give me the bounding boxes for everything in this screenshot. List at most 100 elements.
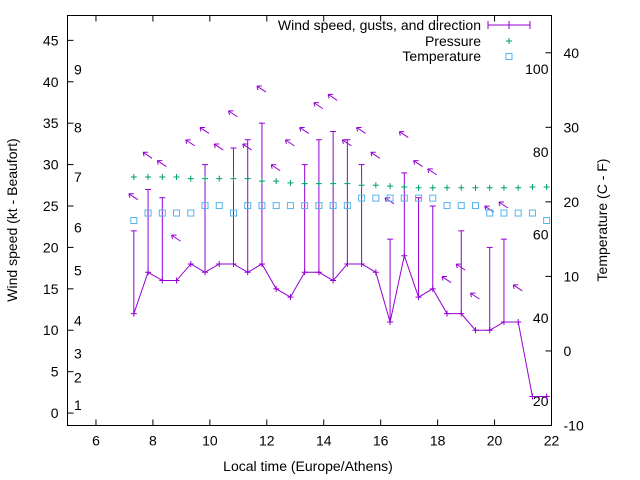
wind-speed-point	[216, 260, 223, 267]
x-axis-label: Local time (Europe/Athens)	[223, 458, 393, 474]
y-right-tick-label: 10	[564, 268, 580, 284]
temperature-point	[286, 202, 294, 210]
wind-speed-point	[372, 269, 379, 276]
pressure-point	[472, 184, 479, 191]
wind-speed-point	[358, 260, 365, 267]
x-tick-labels: 6 8 10 12 14 16 18 20 22	[92, 433, 559, 449]
pressure-point	[145, 174, 152, 181]
wind-speed-point	[429, 285, 436, 292]
y-left-axis-label: Wind speed (kt - Beaufort)	[4, 138, 20, 301]
wind-speed-point	[315, 269, 322, 276]
y-left-tick-label: 40	[43, 74, 59, 90]
y-right-tick-label: 20	[564, 194, 580, 210]
beaufort-label: 7	[74, 169, 82, 185]
gust-bars	[130, 122, 507, 331]
fahrenheit-label: 60	[533, 227, 549, 243]
wind-direction-arrow	[256, 85, 267, 93]
temperature-point	[130, 217, 138, 224]
wind-speed-point	[344, 260, 351, 267]
temperature-point	[514, 209, 522, 217]
wind-speed-point	[159, 277, 166, 284]
wind-direction-arrow	[455, 263, 466, 271]
wind-speed-point	[244, 269, 251, 276]
axis-ticks	[67, 15, 552, 426]
pressure-point	[344, 180, 351, 187]
wind-speed-point	[130, 310, 137, 317]
wind-speed-point	[145, 269, 152, 276]
temperature-point	[215, 202, 223, 210]
beaufort-label: 5	[74, 263, 82, 279]
temperature-point	[144, 209, 152, 217]
temperature-point	[173, 209, 181, 217]
pressure-point	[315, 180, 322, 187]
wind-direction-arrow	[441, 276, 452, 283]
fahrenheit-label: 100	[525, 61, 549, 77]
temperature-point	[486, 209, 494, 217]
beaufort-label: 9	[74, 61, 82, 77]
wind-speed-point	[387, 318, 394, 325]
legend-temperature-label: Temperature	[402, 48, 481, 64]
pressure-point	[486, 184, 493, 191]
temperature-point	[415, 194, 423, 202]
wind-direction-arrow	[327, 93, 338, 101]
wind-speed-point	[202, 269, 209, 276]
wind-direction-arrow	[398, 131, 409, 139]
wind-speed-point	[444, 310, 451, 317]
temperature-point	[315, 202, 323, 210]
temperature-point	[372, 194, 380, 202]
wind-speed-series	[130, 252, 550, 400]
y-right-tick-label: 0	[564, 343, 572, 359]
y-right-tick-labels: -10 0 10 20 30 40	[564, 45, 584, 434]
temperature-point	[158, 209, 166, 217]
y-left-tick-label: 30	[43, 157, 59, 173]
pressure-point	[515, 184, 522, 191]
y-right-tick-label: 30	[564, 119, 580, 135]
wind-direction-arrow	[142, 151, 153, 159]
beaufort-labels: 1 2 3 4 5 6 7 8 9	[74, 61, 82, 412]
x-tick-label: 18	[430, 433, 446, 449]
temperature-point	[500, 209, 508, 217]
pressure-point	[258, 178, 265, 185]
pressure-point	[458, 184, 465, 191]
temperature-point	[543, 217, 551, 224]
y-left-tick-label: 5	[51, 364, 59, 380]
y-left-tick-label: 20	[43, 239, 59, 255]
wind-direction-arrow	[171, 234, 181, 242]
wind-direction-arrow	[356, 126, 366, 134]
pressure-point	[187, 175, 194, 182]
wind-direction-arrow	[427, 168, 438, 176]
wind-direction-arrow	[370, 151, 381, 159]
pressure-point	[543, 183, 550, 190]
legend-temperature-sample	[505, 53, 513, 60]
wind-speed-point	[230, 260, 237, 267]
wind-direction-arrow	[199, 126, 210, 134]
temperature-point	[457, 202, 465, 210]
pressure-point	[372, 182, 379, 189]
wind-direction-arrow	[299, 126, 309, 134]
wind-speed-point	[486, 327, 493, 334]
legend-pressure-sample	[506, 38, 512, 44]
pressure-point	[216, 175, 223, 182]
wind-speed-point	[458, 310, 465, 317]
wind-speed-point	[401, 252, 408, 259]
pressure-point	[429, 184, 436, 191]
temperature-point	[429, 194, 437, 202]
pressure-point	[500, 184, 507, 191]
wind-speed-point	[543, 393, 550, 400]
temperature-point	[258, 202, 266, 210]
x-tick-label: 10	[202, 433, 218, 449]
wind-speed-point	[529, 393, 536, 400]
wind-direction-arrow	[270, 164, 281, 172]
pressure-point	[330, 180, 337, 187]
temperature-point	[400, 194, 408, 202]
temperature-point	[229, 209, 237, 217]
beaufort-label: 3	[74, 345, 82, 361]
temperature-point	[244, 202, 252, 210]
beaufort-label: 4	[74, 312, 82, 328]
pressure-point	[301, 180, 308, 187]
beaufort-label: 2	[74, 369, 82, 385]
x-tick-label: 20	[487, 433, 503, 449]
wind-direction-arrow	[156, 160, 167, 168]
beaufort-label: 6	[74, 220, 82, 236]
wind-direction-arrow	[498, 201, 509, 209]
